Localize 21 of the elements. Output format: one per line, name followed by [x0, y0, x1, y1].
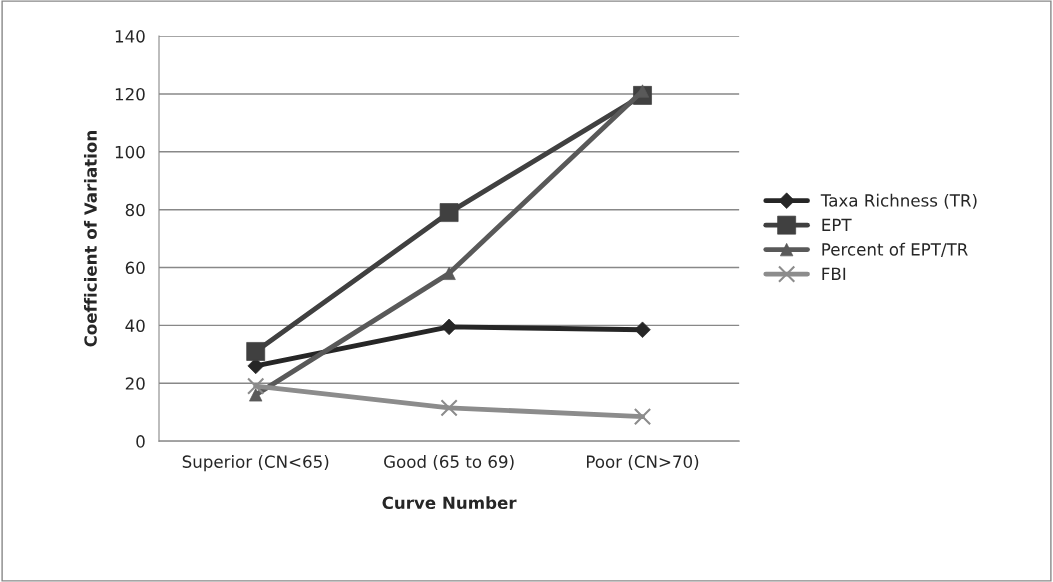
y-tick-label: 60: [125, 261, 145, 275]
legend-label: EPT: [822, 218, 852, 231]
x-tick-label: Good (65 to 69): [384, 455, 514, 470]
point: [634, 321, 651, 338]
x-tick-label: Poor (CN>70): [587, 455, 699, 470]
x-tick-label: Superior (CN<65): [182, 455, 329, 472]
y-tick-label: 140: [115, 30, 145, 43]
y-axis-title: Coefficient of Variation: [83, 131, 97, 347]
point: [247, 377, 265, 395]
legend-label: Percent of EPT/TR: [822, 242, 968, 257]
point: [440, 399, 458, 417]
y-tick-label: 120: [115, 87, 145, 101]
x-axis-title: Curve Number: [382, 496, 517, 510]
y-tick-label: 0: [136, 435, 145, 448]
legend-label: Taxa Richness (TR): [820, 193, 977, 209]
legend-label: FBI: [822, 267, 846, 280]
y-tick-label: 20: [125, 377, 145, 390]
point: [633, 407, 652, 426]
y-tick-label: 40: [125, 319, 145, 332]
y-tick-label: 80: [125, 203, 145, 217]
y-tick-label: 100: [115, 145, 145, 159]
